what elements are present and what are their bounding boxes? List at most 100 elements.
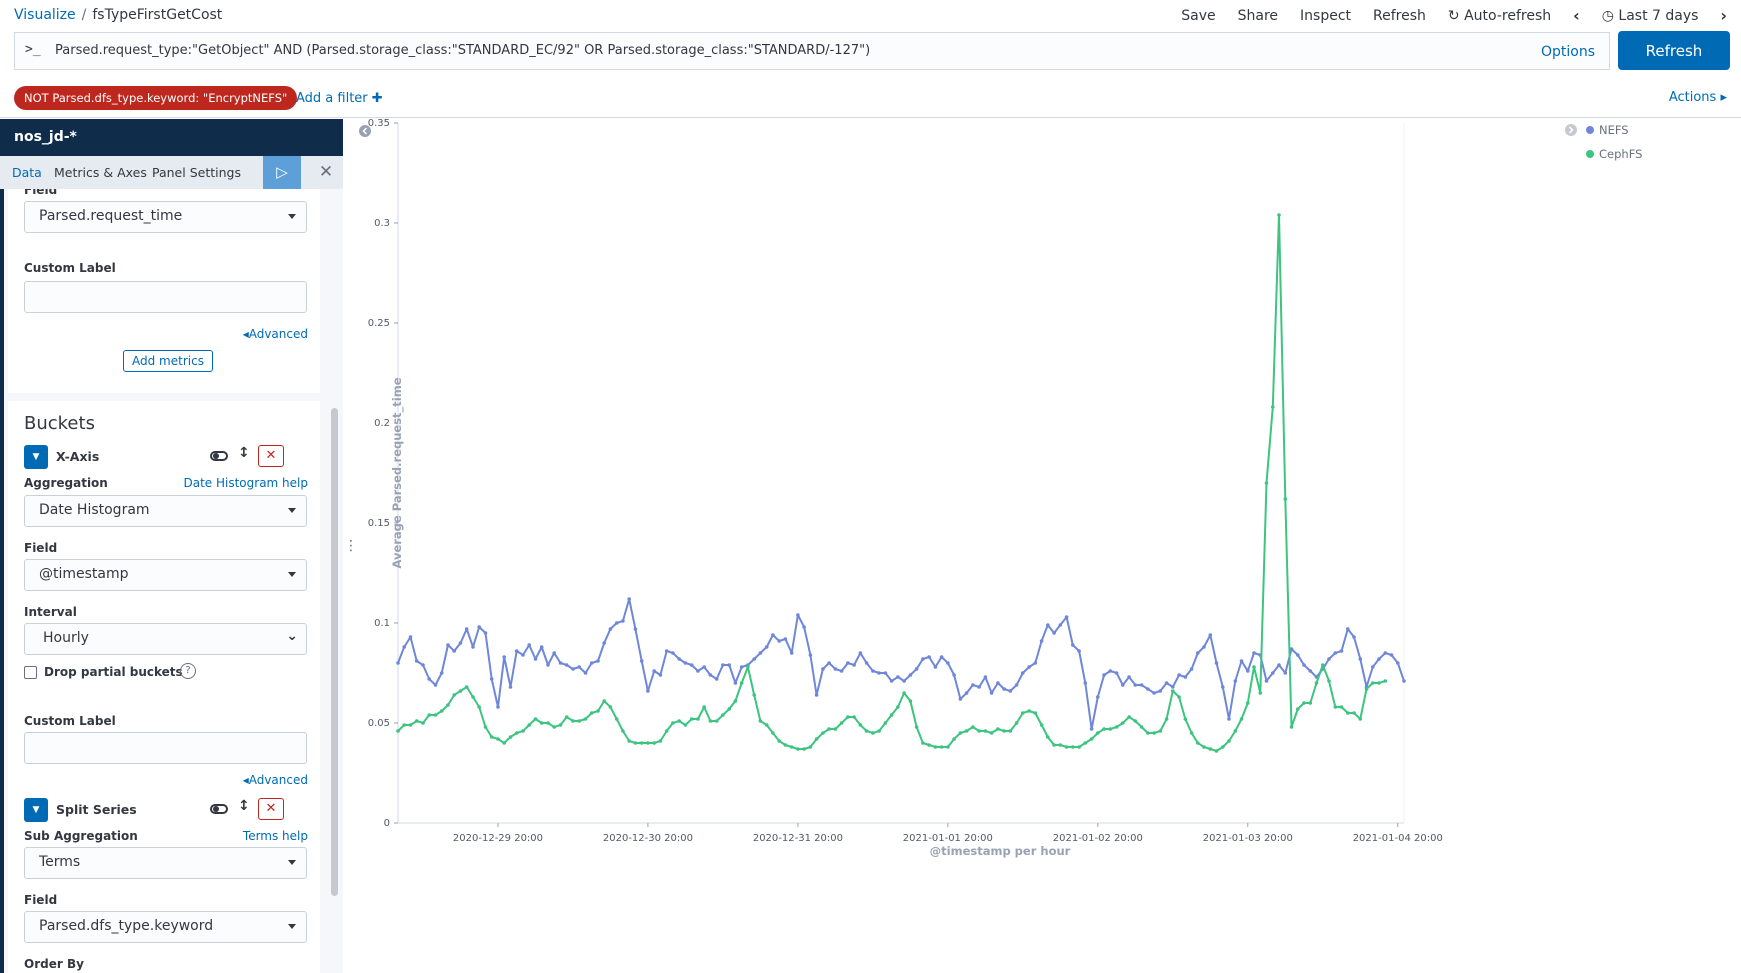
data-point-nefs[interactable]	[639, 659, 644, 663]
data-point-cephfs[interactable]	[1314, 681, 1319, 685]
data-point-cephfs[interactable]	[777, 739, 781, 743]
save-button[interactable]: Save	[1181, 7, 1216, 24]
metric-advanced-toggle[interactable]: ◂Advanced	[243, 327, 308, 341]
data-point-nefs[interactable]	[1296, 653, 1300, 657]
data-point-cephfs[interactable]	[639, 741, 644, 745]
data-point-cephfs[interactable]	[1014, 721, 1019, 725]
data-point-nefs[interactable]	[1339, 649, 1344, 653]
data-point-cephfs[interactable]	[1096, 731, 1100, 735]
data-point-nefs[interactable]	[1358, 657, 1363, 661]
data-point-cephfs[interactable]	[596, 709, 600, 713]
data-point-cephfs[interactable]	[1271, 405, 1275, 409]
data-point-cephfs[interactable]	[1208, 747, 1213, 751]
tab-metrics-axes[interactable]: Metrics & Axes	[54, 165, 147, 180]
data-point-nefs[interactable]	[827, 661, 831, 665]
data-point-cephfs[interactable]	[646, 741, 650, 745]
data-point-nefs[interactable]	[514, 649, 519, 653]
data-point-cephfs[interactable]	[1252, 665, 1256, 669]
data-point-nefs[interactable]	[1083, 681, 1088, 685]
data-point-cephfs[interactable]	[396, 729, 400, 733]
collapse-sidebar-icon[interactable]	[359, 125, 371, 137]
data-point-cephfs[interactable]	[689, 717, 694, 721]
remove-x-axis-button[interactable]: ✕	[258, 445, 284, 467]
data-point-cephfs[interactable]	[1264, 481, 1269, 485]
data-point-nefs[interactable]	[558, 661, 563, 665]
x-custom-label-input[interactable]	[24, 732, 307, 764]
drag-handle-icon[interactable]: ↕	[238, 798, 250, 814]
data-point-cephfs[interactable]	[477, 705, 481, 709]
data-point-cephfs[interactable]	[458, 689, 463, 693]
data-point-nefs[interactable]	[527, 643, 531, 647]
data-point-nefs[interactable]	[602, 641, 606, 645]
data-point-cephfs[interactable]	[902, 691, 906, 695]
data-point-nefs[interactable]	[958, 697, 963, 701]
data-point-nefs[interactable]	[589, 661, 594, 665]
data-point-cephfs[interactable]	[552, 725, 556, 729]
data-point-cephfs[interactable]	[1002, 729, 1006, 733]
toggle-icon[interactable]	[210, 804, 228, 814]
data-point-cephfs[interactable]	[821, 731, 825, 735]
data-point-nefs[interactable]	[1133, 683, 1138, 687]
data-point-cephfs[interactable]	[1139, 725, 1144, 729]
data-point-cephfs[interactable]	[1214, 749, 1219, 753]
data-point-cephfs[interactable]	[764, 723, 769, 727]
data-point-nefs[interactable]	[1289, 647, 1294, 651]
data-point-cephfs[interactable]	[783, 743, 788, 747]
data-point-cephfs[interactable]	[1102, 727, 1106, 731]
data-point-nefs[interactable]	[839, 669, 844, 673]
data-point-nefs[interactable]	[871, 669, 875, 673]
data-point-nefs[interactable]	[1039, 639, 1044, 643]
data-point-cephfs[interactable]	[714, 719, 719, 723]
data-point-cephfs[interactable]	[427, 713, 431, 717]
data-point-cephfs[interactable]	[983, 729, 988, 733]
data-point-nefs[interactable]	[852, 663, 856, 667]
data-point-nefs[interactable]	[858, 651, 863, 655]
data-point-cephfs[interactable]	[1196, 741, 1200, 745]
data-point-nefs[interactable]	[902, 679, 906, 683]
data-point-cephfs[interactable]	[758, 719, 763, 723]
data-point-cephfs[interactable]	[664, 729, 669, 733]
data-point-cephfs[interactable]	[452, 693, 456, 697]
data-point-nefs[interactable]	[971, 683, 975, 687]
data-point-cephfs[interactable]	[464, 685, 469, 689]
data-point-nefs[interactable]	[1121, 683, 1125, 687]
data-point-nefs[interactable]	[996, 681, 1000, 685]
metric-custom-label-input[interactable]	[24, 281, 307, 313]
split-series-collapse-button[interactable]: ▼	[24, 798, 48, 822]
data-point-cephfs[interactable]	[1383, 679, 1388, 683]
data-point-nefs[interactable]	[627, 597, 631, 601]
data-point-nefs[interactable]	[833, 667, 838, 671]
data-point-nefs[interactable]	[1127, 675, 1131, 679]
sidebar-scrollbar[interactable]	[331, 408, 338, 896]
data-point-cephfs[interactable]	[564, 715, 569, 719]
chevron-left-icon[interactable]: ‹	[1573, 6, 1580, 25]
data-point-cephfs[interactable]	[958, 731, 963, 735]
data-point-cephfs[interactable]	[602, 699, 606, 703]
data-point-cephfs[interactable]	[877, 729, 881, 733]
data-point-nefs[interactable]	[1233, 679, 1238, 683]
x-axis-collapse-button[interactable]: ▼	[24, 445, 48, 469]
data-point-nefs[interactable]	[646, 689, 650, 693]
data-point-cephfs[interactable]	[508, 735, 513, 739]
data-point-nefs[interactable]	[577, 665, 581, 669]
data-point-nefs[interactable]	[983, 675, 988, 679]
data-point-nefs[interactable]	[1027, 665, 1031, 669]
data-point-nefs[interactable]	[1277, 663, 1281, 667]
data-point-nefs[interactable]	[539, 645, 544, 649]
data-point-cephfs[interactable]	[1283, 497, 1288, 501]
data-point-cephfs[interactable]	[1277, 213, 1281, 217]
data-point-nefs[interactable]	[771, 633, 775, 637]
share-button[interactable]: Share	[1237, 7, 1279, 24]
data-point-nefs[interactable]	[1308, 669, 1313, 673]
data-point-nefs[interactable]	[464, 627, 469, 631]
toggle-icon[interactable]	[210, 451, 228, 461]
data-point-nefs[interactable]	[508, 685, 513, 689]
data-point-cephfs[interactable]	[1171, 689, 1175, 693]
data-point-cephfs[interactable]	[1202, 745, 1206, 749]
data-point-cephfs[interactable]	[1296, 707, 1300, 711]
data-point-cephfs[interactable]	[1089, 737, 1094, 741]
data-point-nefs[interactable]	[789, 651, 794, 655]
data-point-cephfs[interactable]	[652, 741, 656, 745]
data-point-cephfs[interactable]	[908, 699, 913, 703]
data-point-cephfs[interactable]	[789, 745, 794, 749]
